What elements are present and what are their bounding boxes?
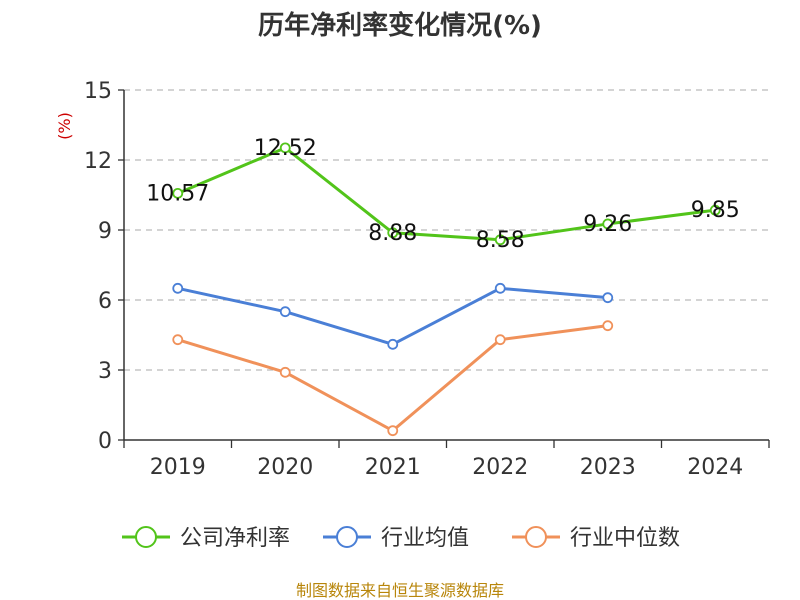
x-tick-label-2024: 2024 <box>687 455 743 480</box>
series-line-0 <box>177 146 716 242</box>
point-1-2019 <box>172 282 184 294</box>
point-2-2021 <box>387 425 399 437</box>
point-0-2022 <box>494 234 506 246</box>
y-tick-label-0: 0 <box>98 429 112 454</box>
x-tick-label-2019: 2019 <box>150 455 206 480</box>
chart-title: 历年净利率变化情况(%) <box>258 10 542 41</box>
data-label-2022: 8.58 <box>476 228 525 253</box>
data-labels: 10.57 12.52 8.88 8.58 9.26 9.85 <box>146 136 739 253</box>
x-tick-label-2021: 2021 <box>365 455 421 480</box>
source-note: 制图数据来自恒生聚源数据库 <box>296 581 504 600</box>
point-1-2022 <box>494 282 506 294</box>
y-tick-label-15: 15 <box>84 79 112 104</box>
legend-marker-0 <box>135 526 157 548</box>
point-0-2021 <box>387 227 399 239</box>
point-1-2021 <box>387 338 399 350</box>
y-tick-label-6: 6 <box>98 289 112 314</box>
data-label-2021: 8.88 <box>368 221 417 246</box>
point-2-2019 <box>172 334 184 346</box>
legend-label-1: 行业均值 <box>381 526 469 551</box>
point-0-2020 <box>279 142 291 154</box>
point-1-2023 <box>602 292 614 304</box>
legend-marker-2 <box>525 526 547 548</box>
y-axis-unit: (%) <box>55 112 74 140</box>
point-1-2020 <box>279 306 291 318</box>
data-label-2019: 10.57 <box>146 181 209 206</box>
axes: 0 3 6 9 12 15 2019 2020 2021 2022 2023 2024 <box>84 79 770 480</box>
y-tick-label-9: 9 <box>98 219 112 244</box>
y-tick-label-3: 3 <box>98 359 112 384</box>
point-2-2023 <box>602 320 614 332</box>
gridlines <box>124 89 769 371</box>
x-tick-label-2020: 2020 <box>257 455 313 480</box>
series-line-1 <box>177 286 608 346</box>
data-label-2024: 9.85 <box>691 198 740 223</box>
data-label-2023: 9.26 <box>583 212 632 237</box>
data-label-2020: 12.52 <box>254 136 317 161</box>
x-tick-label-2023: 2023 <box>580 455 636 480</box>
point-0-2019 <box>172 187 184 199</box>
point-2-2022 <box>494 334 506 346</box>
y-tick-label-12: 12 <box>84 149 112 174</box>
series-layer <box>172 142 721 437</box>
legend-marker-1 <box>336 526 358 548</box>
legend-label-2: 行业中位数 <box>570 526 680 551</box>
legend: 公司净利率 行业均值 行业中位数 <box>122 526 680 551</box>
point-0-2023 <box>602 218 614 230</box>
point-2-2020 <box>279 366 291 378</box>
legend-label-0: 公司净利率 <box>180 526 290 551</box>
point-0-2024 <box>709 204 721 216</box>
x-tick-label-2022: 2022 <box>472 455 528 480</box>
